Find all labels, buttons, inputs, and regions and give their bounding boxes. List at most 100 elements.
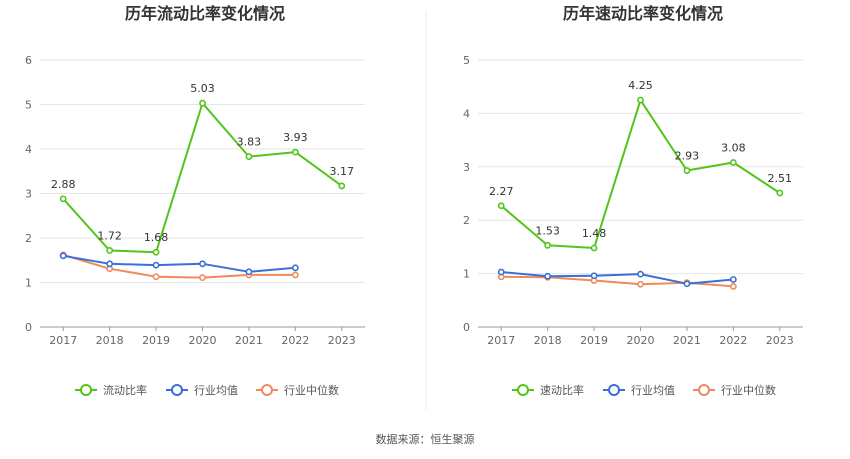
x-tick-label: 2019 [142,334,170,347]
data-point [199,274,206,282]
y-tick-label: 3 [463,161,470,174]
data-point [683,280,691,288]
x-tick-label: 2019 [580,334,608,347]
legend-item: 行业中位数 [256,383,339,397]
legend-marker [698,384,710,396]
data-point [637,270,644,278]
data-point [683,167,691,174]
data-point [152,273,160,281]
data-label: 3.08 [721,142,746,155]
data-point [152,248,160,256]
data-label: 1.72 [97,229,122,242]
legend-marker [80,384,92,396]
data-label: 1.48 [582,227,607,240]
data-point [497,268,505,276]
data-point [106,260,114,268]
data-point [544,241,552,249]
legend-label: 行业均值 [631,384,675,397]
legend-item: 行业中位数 [693,383,776,397]
y-tick-label: 0 [463,321,470,334]
legend-marker [261,384,273,396]
legend-marker [171,384,183,396]
data-label: 1.68 [144,231,169,244]
y-tick-label: 4 [25,143,32,156]
y-tick-label: 3 [25,188,32,201]
y-tick-label: 5 [463,54,470,67]
series-line [501,271,734,285]
data-point [59,195,67,203]
chart-title: 历年速动比率变化情况 [563,4,723,23]
data-point [106,247,114,254]
series-line [501,275,734,288]
data-point [776,189,784,197]
data-label: 3.17 [330,165,355,178]
legend-label: 行业均值 [194,384,238,397]
legend-label: 流动比率 [103,383,147,397]
data-point [291,148,299,156]
data-label: 1.53 [535,224,560,237]
legend-item: 行业均值 [166,384,238,397]
legend-item: 流动比率 [75,383,147,397]
data-point [729,283,737,290]
data-label: 5.03 [190,82,215,95]
data-label: 3.93 [283,131,308,144]
data-point [152,261,160,269]
data-label: 2.27 [489,185,514,198]
y-tick-label: 1 [25,277,32,290]
data-label: 2.88 [51,178,76,191]
legend-marker [608,384,620,396]
data-label: 4.25 [628,79,653,92]
x-tick-label: 2023 [766,334,794,347]
y-tick-label: 2 [463,214,470,227]
chart-title: 历年流动比率变化情况 [125,4,285,23]
data-point [338,182,346,190]
y-tick-label: 2 [25,232,32,245]
data-point [637,96,644,104]
legend-label: 行业中位数 [721,383,776,397]
data-label: 2.51 [768,172,793,185]
x-tick-label: 2017 [487,334,515,347]
series-line [63,254,296,273]
data-point [590,244,598,252]
data-point [291,264,299,272]
data-point [199,260,206,268]
x-tick-label: 2021 [673,334,701,347]
data-point [291,271,299,279]
data-label: 3.83 [237,136,262,149]
legend-item: 行业均值 [603,384,675,397]
data-point [590,272,598,280]
data-point [729,276,737,283]
x-tick-label: 2020 [627,334,655,347]
data-point [544,272,552,280]
data-point [497,202,505,210]
legend-item: 速动比率 [512,383,584,397]
data-point [245,268,253,276]
y-tick-label: 1 [463,268,470,281]
x-tick-label: 2022 [281,334,309,347]
x-tick-label: 2018 [96,334,124,347]
legend-label: 行业中位数 [284,383,339,397]
x-tick-label: 2018 [534,334,562,347]
data-point [729,159,737,166]
data-point [59,252,67,260]
y-tick-label: 4 [463,107,470,120]
y-tick-label: 6 [25,54,32,67]
x-tick-label: 2020 [189,334,217,347]
data-source-note: 数据来源：恒生聚源 [376,432,475,446]
x-tick-label: 2023 [328,334,356,347]
y-tick-label: 0 [25,321,32,334]
data-point [637,280,644,288]
series-line [62,253,296,279]
y-tick-label: 5 [25,99,32,112]
data-point [199,99,206,107]
current-ratio-chart: 历年流动比率变化情况 0 1 2 3 4 5 6 2017 2018 2019 2020 2021 202… [25,4,365,397]
data-label: 2.93 [675,150,700,163]
x-tick-label: 2017 [49,334,77,347]
data-point [245,153,253,160]
legend-label: 速动比率 [540,383,584,397]
x-tick-label: 2022 [719,334,747,347]
quick-ratio-chart: 历年速动比率变化情况 0 1 2 3 4 5 2017 2018 2019 2020 2021 2022… [463,4,803,397]
legend-marker [517,384,529,396]
x-tick-label: 2021 [235,334,263,347]
